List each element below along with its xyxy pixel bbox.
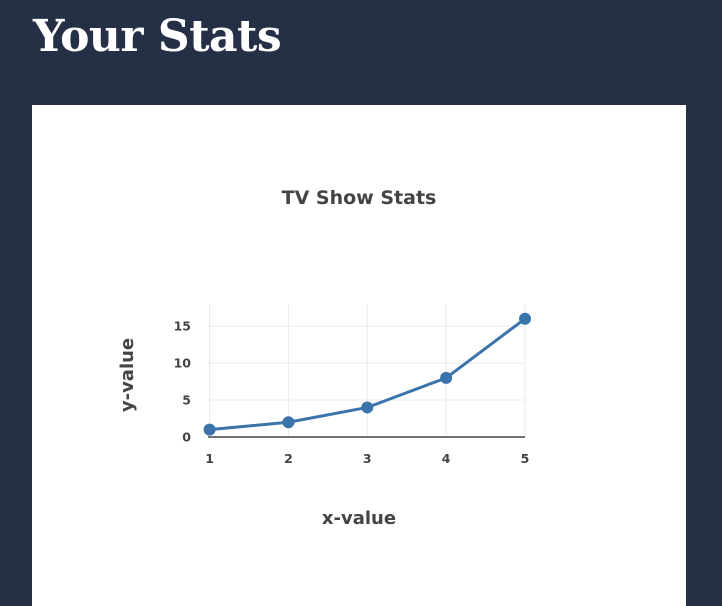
chart-svg: 1 2 3 4 5 0 5 10 15 TV Show Stats x-value y-valu… bbox=[117, 187, 531, 529]
y-tick-label: 5 bbox=[182, 393, 191, 408]
y-tick-label: 0 bbox=[182, 430, 191, 445]
x-tick-label: 1 bbox=[205, 451, 214, 466]
y-axis-title: y-value bbox=[117, 338, 138, 412]
data-point bbox=[519, 312, 531, 325]
y-tick-label: 15 bbox=[174, 319, 191, 334]
page-title: Your Stats bbox=[33, 11, 282, 62]
grid-lines bbox=[208, 304, 526, 437]
x-axis-title: x-value bbox=[322, 508, 396, 529]
x-tick-label: 5 bbox=[521, 451, 530, 466]
x-tick-label: 2 bbox=[284, 451, 293, 466]
chart-card: 1 2 3 4 5 0 5 10 15 TV Show Stats x-value y-valu… bbox=[32, 105, 686, 606]
data-point bbox=[282, 416, 295, 429]
data-series bbox=[203, 312, 531, 436]
chart-title: TV Show Stats bbox=[282, 187, 437, 209]
data-point bbox=[440, 371, 453, 384]
y-tick-label: 10 bbox=[174, 356, 192, 371]
data-point bbox=[203, 423, 216, 436]
x-tick-label: 4 bbox=[442, 451, 451, 466]
tick-labels: 1 2 3 4 5 0 5 10 15 bbox=[174, 319, 530, 466]
x-tick-label: 3 bbox=[363, 451, 372, 466]
data-point bbox=[361, 401, 374, 414]
